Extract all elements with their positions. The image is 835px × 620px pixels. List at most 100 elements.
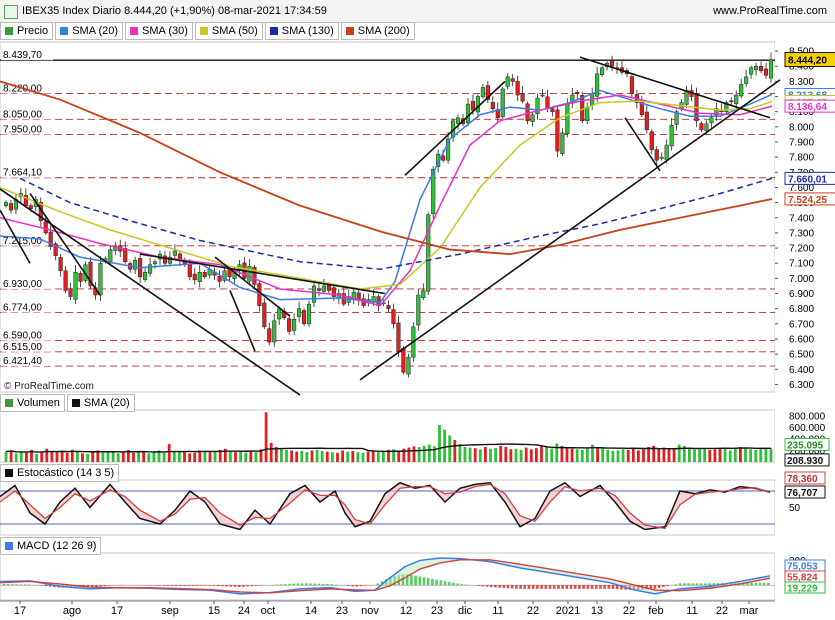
volume-bar [489,448,492,462]
legend-label: SMA (30) [142,25,188,37]
last-value-label: 7.660,01 [788,174,827,185]
legend-item-macd[interactable]: MACD (12 26 9) [0,537,102,555]
legend-item-price[interactable]: Precio [0,22,54,40]
volume-bar [769,448,773,462]
candle-body [475,96,480,113]
volume-bar [626,449,630,462]
candle-body [540,94,545,97]
macd-histogram-bar [439,580,443,586]
volume-bar [392,449,395,462]
candle-body [138,258,143,278]
macd-histogram-bar [305,583,308,586]
legend-item-stochastic[interactable]: Estocástico (14 3 5) [0,464,120,482]
candle-body [719,110,724,112]
volume-bar [468,447,472,462]
candle-body [287,318,292,332]
macd-histogram-bar [183,585,186,586]
last-value-badge [784,87,835,101]
candle-body [659,156,664,159]
reference-label-bg [1,340,53,352]
macd-histogram-bar [19,584,23,586]
candle-body [763,68,769,76]
candle-body [674,111,679,125]
trendline [624,117,661,172]
price-tick-label: 6.600 [789,334,814,345]
stochastic-panel-header: Estocástico (14 3 5) [0,464,121,482]
volume-bar [688,447,691,462]
macd-histogram-bar [666,585,669,587]
macd-histogram-bar [309,583,312,586]
trendline [0,209,31,264]
candle-body [257,283,262,306]
x-tick-label: 22 [623,605,635,617]
macd-histogram-bar [733,582,737,586]
volume-bar [234,452,237,462]
legend-item-sma30[interactable]: SMA (30) [125,22,193,40]
volume-bar [637,450,640,462]
candle-body [212,271,217,276]
volume-bar [9,450,13,462]
macd-histogram-bar [494,585,497,588]
macd-histogram-bar [174,585,178,586]
volume-bar [596,448,599,462]
candle-body [545,96,550,109]
volume-bar [397,451,401,462]
volume-last-label: 235.095 [787,440,824,451]
candle-body [197,272,202,282]
stochastic-tick-label: 50 [789,503,801,514]
price-tick-label: 7.100 [789,259,814,270]
volume-bar [14,453,18,462]
legend-item-sma130[interactable]: SMA (130) [264,22,339,40]
volume-bar [162,452,166,462]
x-tick-label: dic [458,605,473,617]
legend-item-volume[interactable]: Volumen [0,394,65,412]
reference-label: 8.220,00 [3,84,42,95]
legend-item-sma50[interactable]: SMA (50) [194,22,263,40]
legend-item-sma200[interactable]: SMA (200) [340,22,415,40]
candle-body [252,266,257,285]
legend-swatch [71,399,80,407]
candle-body [446,138,451,161]
volume-bar [127,449,130,462]
candle-body [490,102,495,109]
site-link[interactable]: www.ProRealTime.com [713,5,827,17]
reference-label-bg [1,123,53,135]
price-tick-label: 7.400 [789,213,814,224]
reference-label-bg [1,301,53,313]
volume-bar [453,440,457,462]
macd-histogram-bar [720,583,724,586]
macd-histogram-bar [653,585,657,589]
volume-bar [366,451,370,462]
candle-body [341,293,346,305]
candle-body [679,102,684,110]
candle-body [3,202,9,206]
macd-histogram-bar [607,585,611,589]
volume-bar [478,449,482,462]
volume-bar [529,449,533,462]
macd-histogram-bar [683,583,686,586]
macd-histogram-bar [397,575,401,586]
candle-body [639,101,644,115]
volume-bar [300,451,304,462]
macd-histogram-bar [405,574,409,586]
macd-histogram-bar [300,583,304,586]
price-tick-label: 7.200 [789,244,814,255]
volume-bar [19,452,23,462]
trendline [139,253,386,295]
candle-body [560,132,565,155]
candle-body [426,214,431,292]
volume-bar [325,451,329,462]
volume-bar [667,448,671,462]
macd-fill [0,557,770,594]
volume-bar [458,444,462,462]
stochastic-last-badge [784,485,826,499]
last-price-badge [784,52,835,68]
volume-bar [264,412,268,462]
volume-bar [346,451,350,462]
volume-tick-label: 600.000 [789,423,826,434]
legend-item-sma20[interactable]: SMA (20) [55,22,124,40]
macd-tick-label: 200 [789,556,806,567]
volume-bar [305,452,309,462]
legend-item-volume-sma[interactable]: SMA (20) [66,394,135,412]
volume-bar [244,452,248,462]
